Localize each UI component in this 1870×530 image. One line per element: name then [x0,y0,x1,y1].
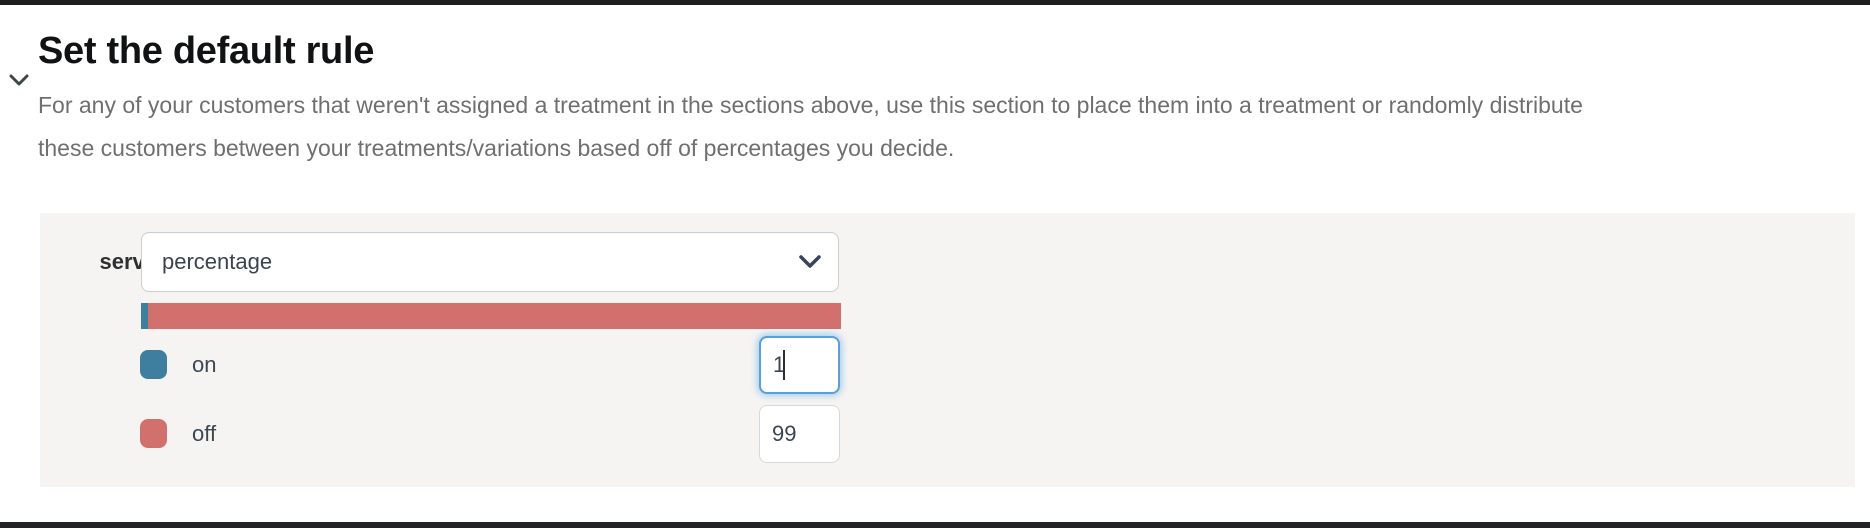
serve-select[interactable]: percentage [141,232,839,292]
section-description: For any of your customers that weren't a… [38,86,1828,172]
bottom-divider [0,522,1870,528]
bar-segment-off [148,303,841,329]
treatment-row-on: on [40,336,1855,394]
collapse-chevron-icon[interactable] [9,74,29,92]
serve-label: serve [99,249,157,274]
treatment-row-off: off [40,405,1855,463]
chevron-down-icon [798,254,822,275]
treatment-label-off: off [192,421,217,446]
treatment-color-swatch-on [140,350,167,379]
treatment-color-swatch-off [140,419,167,448]
description-line: For any of your customers that weren't a… [38,92,1583,118]
default-rule-panel: serve percentage on off [40,213,1855,487]
treatment-label-on: on [192,352,217,377]
description-line: these customers between your treatments/… [38,135,955,161]
page-title: Set the default rule [38,30,375,72]
top-divider [0,0,1870,5]
off-percentage-input[interactable] [759,405,840,463]
percentage-distribution-bar [141,303,841,329]
off-percentage-input-wrap [759,405,840,463]
section-header: Set the default rule [0,26,1870,86]
on-percentage-input[interactable] [759,336,840,394]
on-percentage-input-wrap [759,336,840,394]
text-caret [783,350,785,380]
serve-select-value: percentage [162,249,273,274]
bar-segment-on [141,303,148,329]
